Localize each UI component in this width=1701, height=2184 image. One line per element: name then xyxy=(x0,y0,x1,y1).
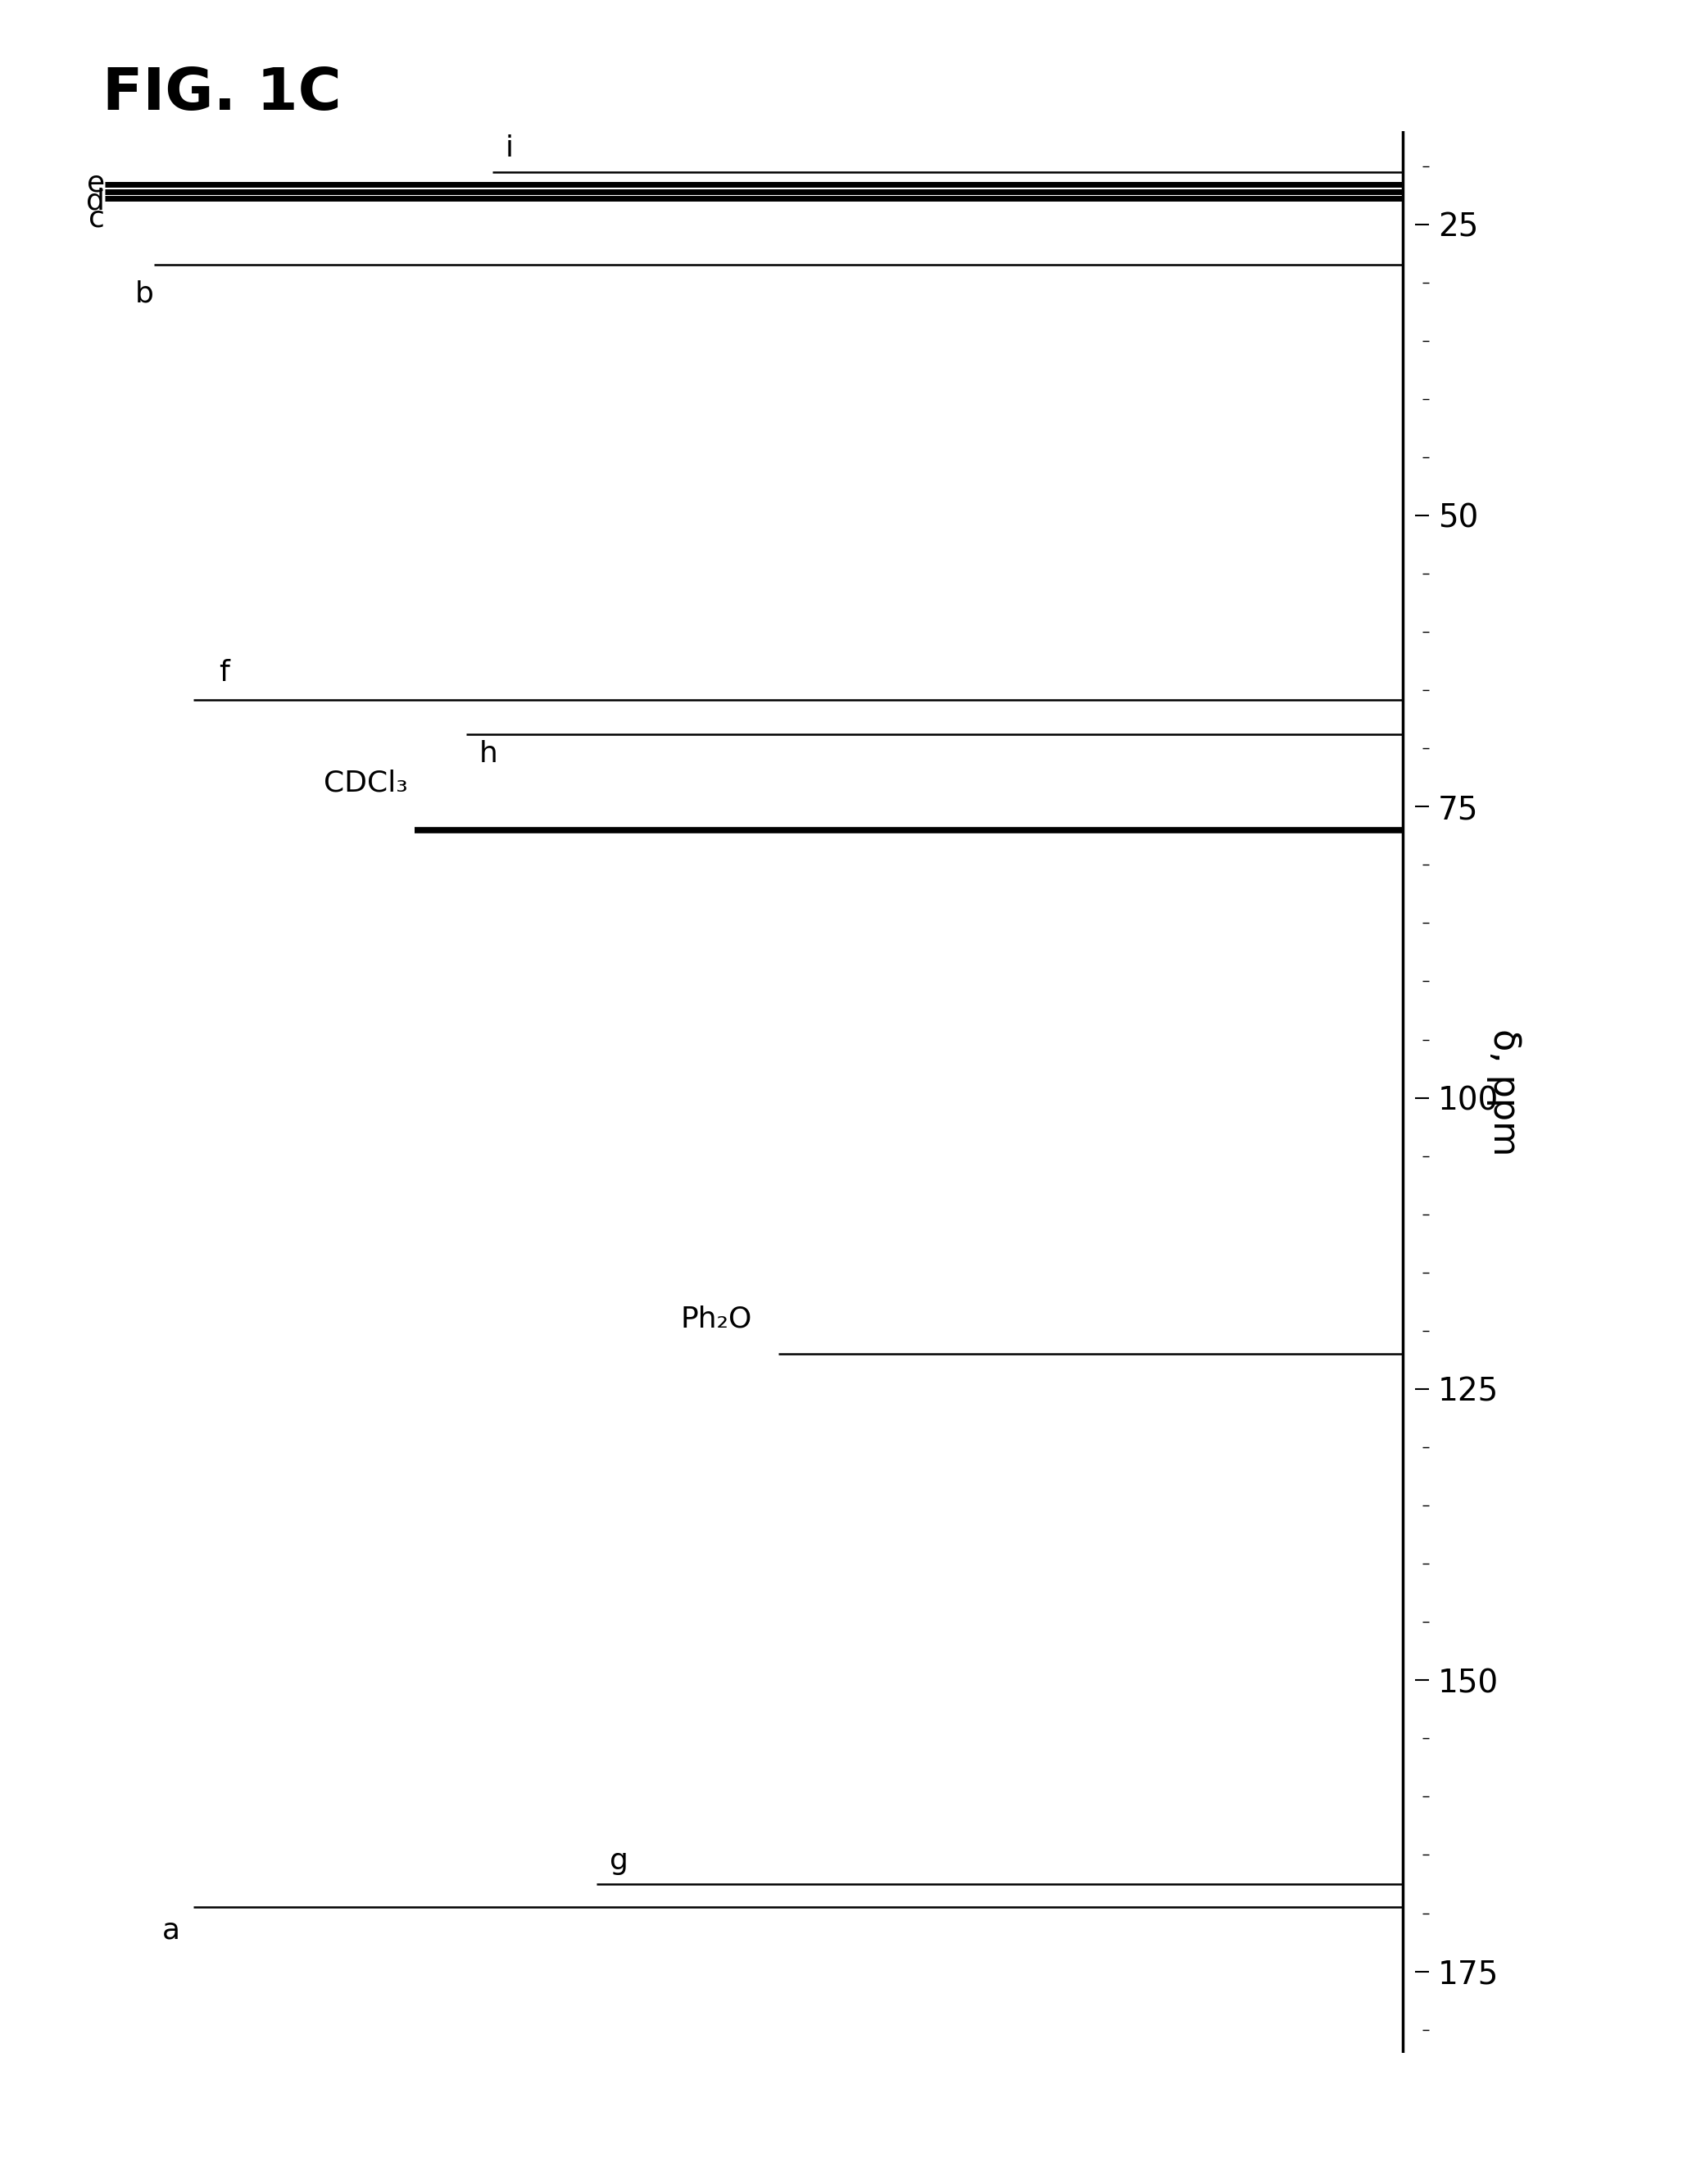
Text: FIG. 1C: FIG. 1C xyxy=(102,66,340,122)
Text: i: i xyxy=(505,135,514,162)
Text: e: e xyxy=(87,170,105,197)
Text: b: b xyxy=(136,280,155,308)
Text: h: h xyxy=(480,740,498,769)
Text: g: g xyxy=(609,1848,628,1874)
Text: f: f xyxy=(219,660,230,686)
Text: c: c xyxy=(88,205,105,232)
Text: a: a xyxy=(162,1918,180,1944)
Text: Ph₂O: Ph₂O xyxy=(680,1306,752,1332)
Y-axis label: δ, ppm: δ, ppm xyxy=(1487,1029,1522,1155)
Text: CDCl₃: CDCl₃ xyxy=(323,769,408,797)
Text: d: d xyxy=(87,188,105,214)
